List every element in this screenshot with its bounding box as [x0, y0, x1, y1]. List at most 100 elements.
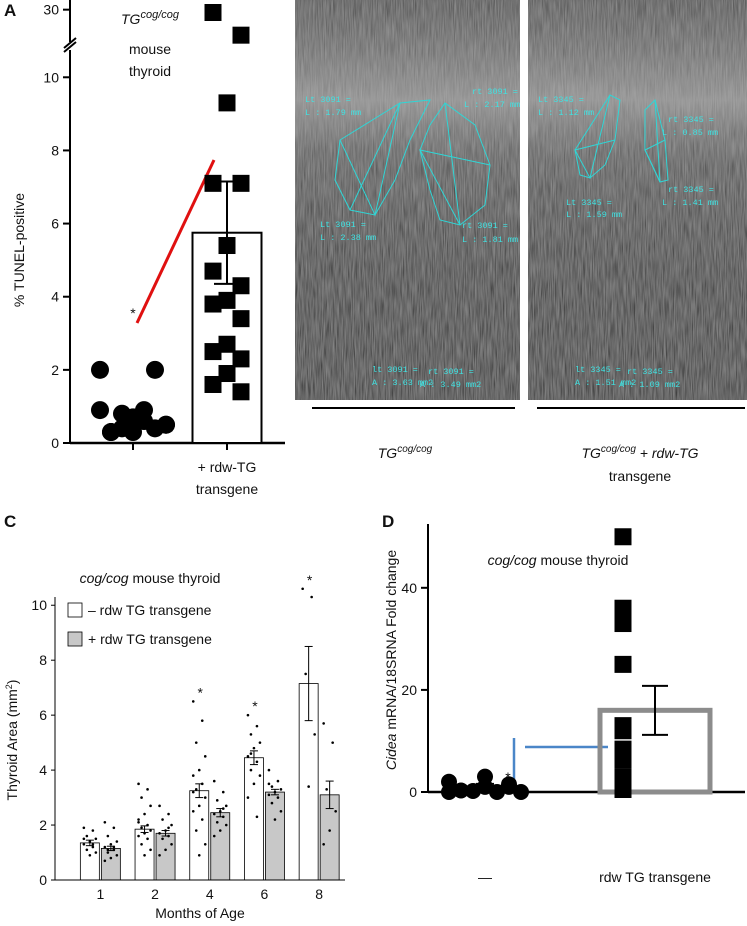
point: [232, 174, 250, 192]
point: [109, 842, 113, 846]
point: [112, 826, 116, 830]
y-tick-label: 4: [51, 289, 59, 305]
title-part: mouse thyroid: [537, 552, 629, 568]
point: [161, 837, 164, 841]
point: [82, 837, 86, 841]
point: [146, 360, 164, 379]
y-tick-label: 8: [51, 142, 59, 158]
x-tick-label: + rdw-TG: [198, 459, 257, 475]
point: [255, 760, 259, 764]
measurement: A : 1.51 mm2: [575, 378, 636, 388]
x-tick-label: 4: [206, 886, 214, 902]
x-tick-label: —: [478, 869, 492, 885]
point: [204, 343, 222, 361]
label-part: Cidea: [383, 733, 399, 770]
point: [441, 784, 457, 800]
point: [170, 823, 173, 827]
point: [331, 741, 334, 744]
point: [115, 853, 119, 857]
point: [513, 784, 529, 800]
point: [109, 856, 113, 860]
point: [91, 401, 109, 420]
point: [218, 291, 236, 309]
point: [106, 834, 110, 838]
point: [232, 383, 250, 401]
chart-title: cog/cog mouse thyroid: [488, 552, 629, 568]
caption-part: + rdw-TG: [636, 445, 699, 461]
point: [276, 796, 280, 799]
point: [143, 853, 146, 857]
label-part: 2: [4, 684, 14, 689]
roi-outline: [339, 102, 401, 217]
label-part: Thyroid Area (mm: [4, 689, 20, 800]
point: [200, 719, 204, 722]
point: [267, 768, 271, 772]
bar: [100, 848, 121, 881]
x-tick-label: 2: [151, 886, 159, 902]
point: [203, 842, 207, 846]
measurement: Lt 3345 =: [566, 198, 612, 208]
roi-outline: [334, 99, 431, 216]
measurement: rt 3091 =: [472, 87, 518, 97]
point: [137, 834, 140, 838]
y-tick-label: 6: [39, 707, 47, 723]
point: [194, 829, 198, 832]
point: [322, 722, 325, 725]
point: [310, 595, 313, 599]
point: [191, 700, 195, 703]
caption-part: cog/cog: [601, 444, 636, 455]
point: [252, 746, 256, 750]
point: [614, 722, 632, 740]
measurement: rt 3091 =: [462, 221, 508, 231]
measurement: lt 3091 =: [372, 365, 418, 375]
x-tick-label: 1: [96, 886, 104, 902]
point: [203, 796, 207, 799]
x-tick-label: rdw TG transgene: [599, 869, 711, 885]
measurement: rt 3345 =: [627, 367, 673, 377]
point: [453, 782, 469, 799]
point: [82, 826, 86, 830]
point: [146, 788, 149, 791]
point: [614, 655, 632, 673]
chart-title: thyroid: [129, 63, 171, 79]
ultrasound-image: [528, 0, 747, 400]
point: [115, 840, 119, 843]
legend-swatch: [67, 631, 83, 647]
y-axis-label: Thyroid Area (mm2): [4, 680, 20, 801]
point: [194, 788, 198, 791]
point: [212, 834, 216, 838]
point: [328, 829, 331, 832]
point: [191, 790, 195, 794]
y-axis-label: % TUNEL-positive: [11, 193, 27, 307]
y-tick-label: 2: [51, 362, 59, 378]
legend-swatch: [67, 602, 83, 618]
point: [140, 842, 143, 846]
point: [204, 174, 222, 192]
point: [204, 375, 222, 393]
significance: *: [307, 572, 313, 588]
point: [215, 821, 219, 824]
caption-part: TG: [378, 445, 398, 461]
point: [212, 812, 216, 816]
point: [197, 853, 201, 857]
measurement: rt 3091 =: [428, 367, 474, 377]
measurement: A : 1.09 mm2: [619, 380, 680, 390]
measurement: L : 1.79 mm: [305, 108, 361, 118]
measurement: Lt 3091 =: [320, 220, 366, 230]
point: [158, 853, 161, 857]
caption-part: cog/cog: [397, 444, 432, 455]
point: [614, 780, 632, 798]
measurement: rt 3345 =: [668, 115, 714, 125]
point: [304, 672, 307, 676]
point: [313, 733, 316, 736]
measurement: rt 3345 =: [668, 185, 714, 195]
point: [614, 599, 632, 617]
y-tick-label: 0: [409, 784, 417, 800]
point: [232, 277, 250, 295]
measurement: L : 0.85 mm: [662, 128, 718, 138]
point: [218, 94, 236, 112]
point: [224, 823, 228, 827]
point: [246, 796, 250, 799]
